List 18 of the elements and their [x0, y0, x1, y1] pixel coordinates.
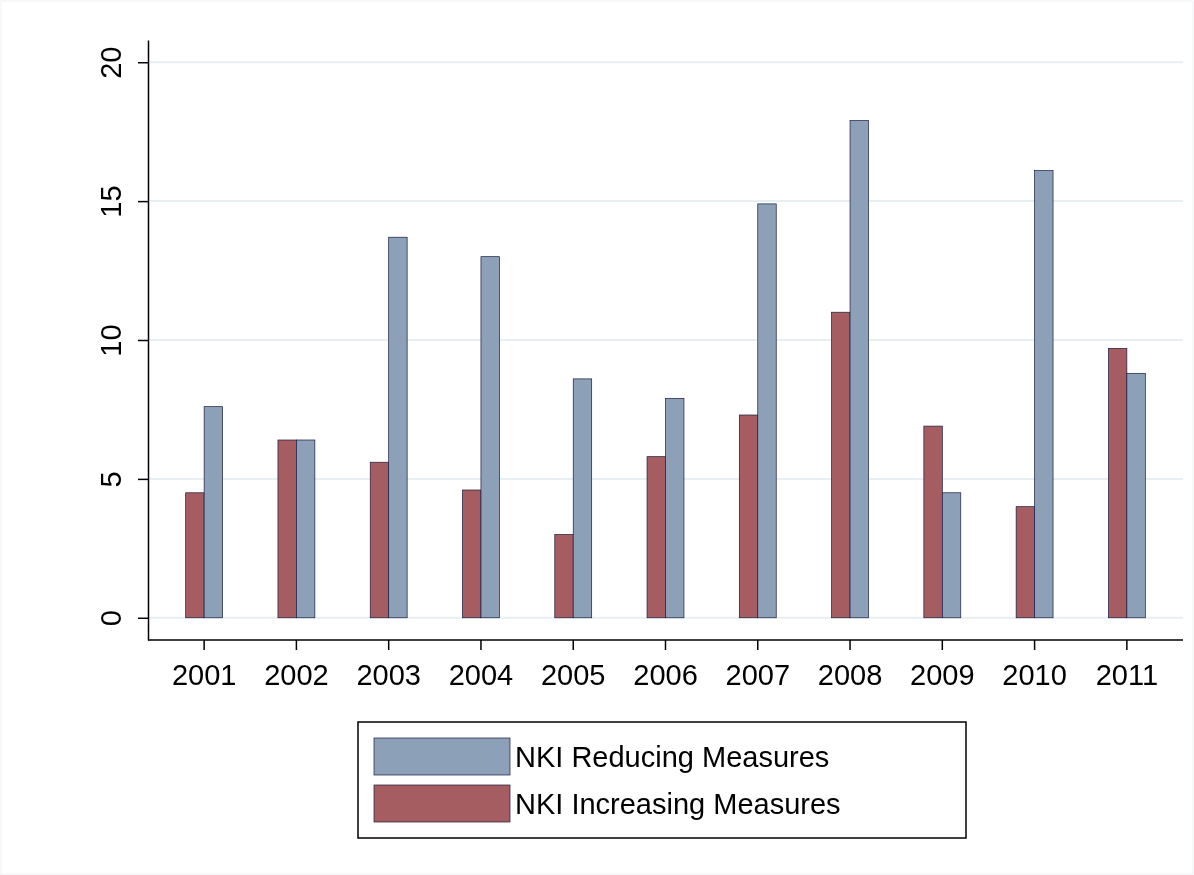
x-tick-label: 2008 [817, 658, 883, 691]
x-tick-label: 2003 [356, 658, 421, 691]
x-tick-label: 2011 [1095, 658, 1159, 691]
x-tick-label: 2004 [448, 658, 514, 691]
x-tick-label: 2001 [171, 658, 237, 691]
y-tick-label: 10 [95, 324, 127, 357]
x-tick-label: 2005 [540, 658, 606, 691]
y-tick-label: 0 [95, 610, 127, 627]
legend-label: NKI Increasing Measures [515, 788, 841, 820]
x-tick-label: 2006 [633, 658, 698, 691]
y-tick-label: 5 [95, 471, 127, 488]
x-tick-label: 2009 [910, 658, 975, 691]
x-tick-label: 2010 [1002, 658, 1067, 691]
y-tick-label: 15 [95, 185, 127, 218]
x-tick-label: 2002 [264, 658, 329, 691]
legend-label: NKI Reducing Measures [515, 741, 830, 773]
y-tick-label: 20 [95, 46, 127, 79]
x-tick-label: 2007 [725, 658, 791, 691]
